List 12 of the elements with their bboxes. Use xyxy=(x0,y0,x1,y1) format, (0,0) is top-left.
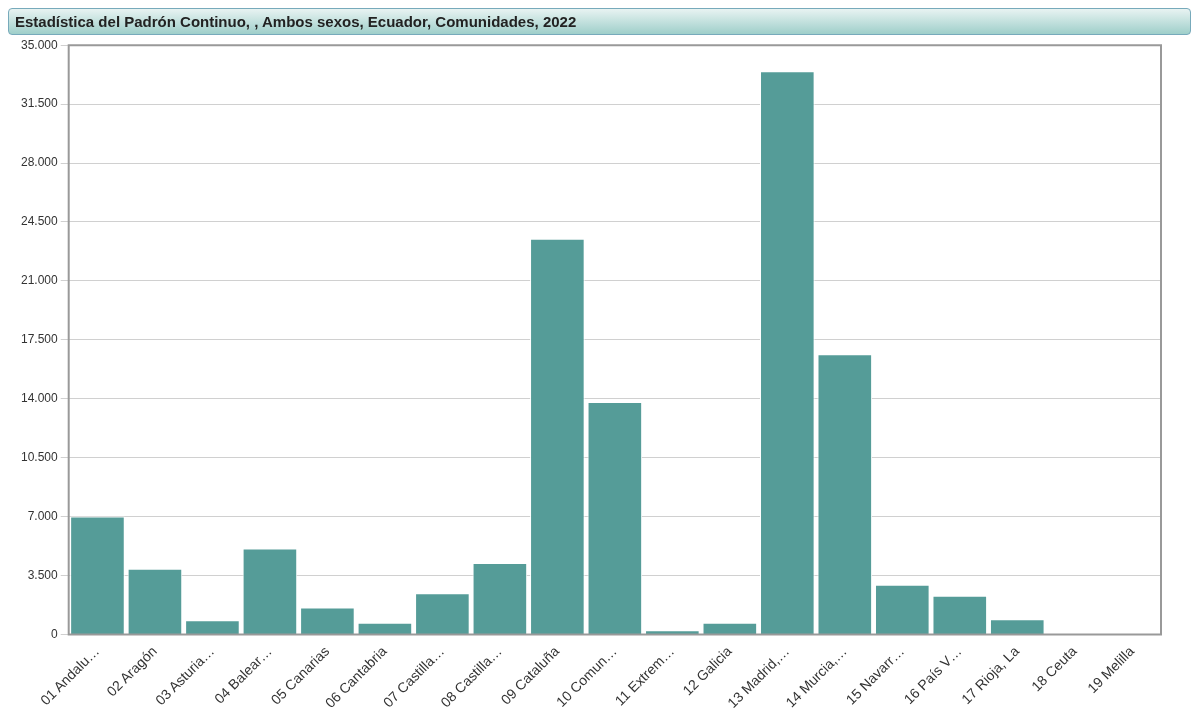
y-tick-label: 35.000 xyxy=(21,37,59,52)
y-tick-label: 10.500 xyxy=(21,449,59,464)
y-tick-label: 21.000 xyxy=(21,273,59,288)
y-tick-label: 28.000 xyxy=(21,155,59,170)
y-tick-label: 0 xyxy=(51,626,59,641)
y-tick-label: 7.000 xyxy=(27,508,59,523)
y-tick-label: 24.500 xyxy=(21,214,59,229)
y-tick-label: 17.500 xyxy=(21,332,59,347)
chart-title: Estadística del Padrón Continuo, , Ambos sexos, Ecuador, Comunidades, 2022 xyxy=(8,8,1191,35)
y-tick-label: 31.500 xyxy=(21,96,59,111)
y-tick-label: 14.000 xyxy=(21,391,59,406)
y-tick-label: 3.500 xyxy=(27,567,59,582)
